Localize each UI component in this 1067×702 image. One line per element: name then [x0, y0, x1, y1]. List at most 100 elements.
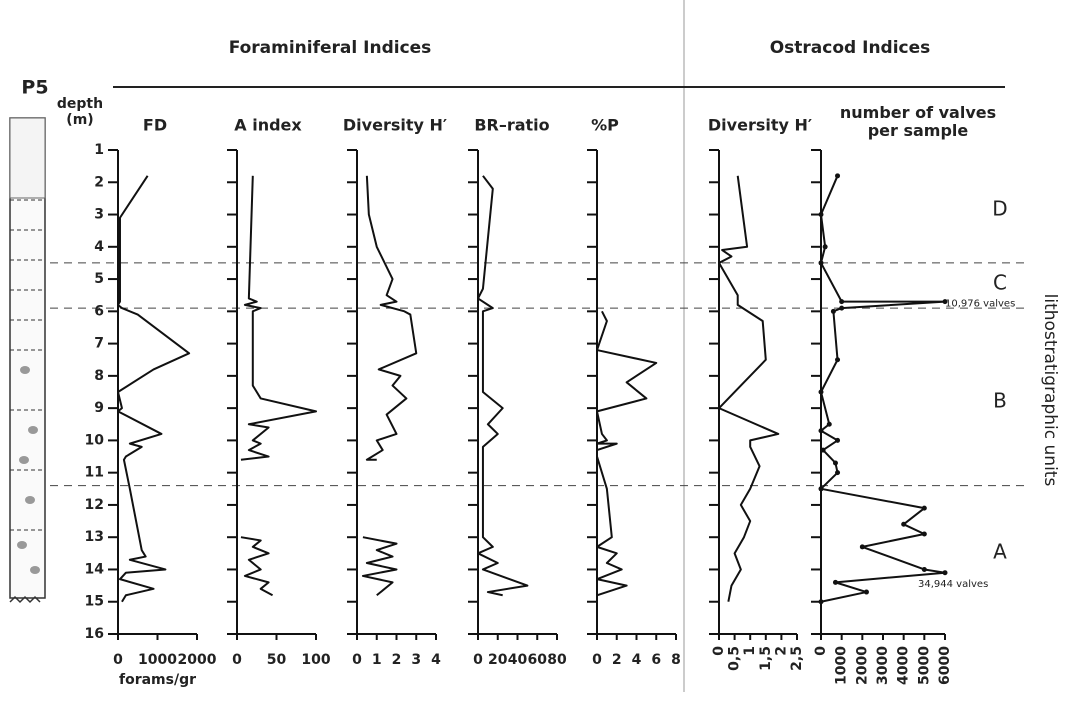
data-point: [818, 486, 824, 492]
y-tick-label: 15: [85, 594, 104, 610]
data-point: [818, 389, 824, 395]
y-tick-label: 7: [94, 336, 104, 352]
y-tick-label: 8: [94, 368, 104, 384]
x-tick-label: 1: [372, 652, 382, 668]
x-tick-label: 4: [632, 652, 642, 668]
y-tick-label: 6: [94, 303, 104, 319]
x-tick-label: 5000: [916, 646, 932, 685]
x-tick-label: 2: [392, 652, 402, 668]
x-tick-label: 0: [711, 646, 727, 656]
data-point: [818, 260, 824, 266]
data-point: [859, 544, 865, 550]
data-point: [921, 531, 927, 537]
y-tick-label: 12: [85, 497, 104, 513]
data-point: [820, 447, 826, 453]
data-point: [942, 570, 948, 576]
data-point: [921, 566, 927, 572]
panel-title: Diversity H′: [343, 116, 447, 135]
x-tick-label: 2,5: [789, 646, 805, 671]
x-tick-label: 100: [301, 652, 330, 668]
data-point: [818, 212, 824, 218]
y-tick-label: 4: [94, 239, 104, 255]
x-tick-label: 2000: [854, 646, 870, 685]
y-tick-label: 14: [85, 561, 105, 577]
x-tick-label: 1000: [138, 652, 177, 668]
data-point: [839, 299, 845, 305]
data-point: [832, 579, 838, 585]
unit-label: B: [993, 389, 1007, 413]
y-tick-label: 13: [85, 529, 104, 545]
x-tick-label: 0: [352, 652, 362, 668]
data-point: [863, 589, 869, 595]
x-tick-label: 0: [592, 652, 602, 668]
x-tick-label: 8: [671, 652, 681, 668]
data-point: [830, 308, 836, 314]
x-tick-label: 2: [773, 646, 789, 656]
x-tick-label: 3000: [875, 646, 891, 685]
x-tick-label: 0: [813, 646, 829, 656]
data-point: [826, 421, 832, 427]
x-axis-label: forams/gr: [119, 672, 196, 688]
x-tick-label: 3: [411, 652, 421, 668]
y-axis-label: depth (m): [56, 96, 104, 129]
panel-title: BR–ratio: [474, 116, 549, 135]
x-tick-label: 0: [113, 652, 123, 668]
x-tick-label: 1000: [834, 646, 850, 685]
x-tick-label: 40: [508, 652, 528, 668]
x-tick-label: 0,5: [727, 646, 743, 671]
y-tick-label: 5: [94, 271, 104, 287]
x-tick-label: 60: [528, 652, 548, 668]
data-point: [901, 521, 907, 527]
data-point: [839, 305, 845, 311]
data-point: [822, 244, 828, 250]
x-tick-label: 4000: [896, 646, 912, 685]
x-tick-label: 2000: [178, 652, 217, 668]
data-point: [832, 460, 838, 466]
y-tick-label: 3: [94, 207, 104, 223]
data-line: [117, 175, 191, 603]
group-title: Foraminiferal Indices: [229, 38, 432, 58]
annotation: 34,944 valves: [918, 579, 988, 590]
units-label: lithostratigraphic units: [1040, 294, 1060, 487]
x-tick-label: 6000: [937, 646, 953, 685]
y-tick-label: 11: [85, 465, 104, 481]
x-tick-label: 1,5: [758, 646, 774, 671]
data-point: [835, 470, 841, 476]
data-line: [820, 175, 946, 603]
x-tick-label: 80: [547, 652, 567, 668]
y-tick-label: 16: [85, 626, 104, 642]
group-title: Ostracod Indices: [770, 38, 931, 58]
data-point: [835, 357, 841, 363]
panel-title: %P: [591, 116, 619, 135]
unit-label: C: [993, 271, 1007, 295]
data-point: [818, 428, 824, 434]
data-point: [818, 599, 824, 605]
data-line: [477, 175, 529, 597]
unit-label: D: [992, 197, 1007, 221]
x-tick-label: 2: [612, 652, 622, 668]
data-line: [596, 310, 658, 597]
data-point: [835, 437, 841, 443]
x-tick-label: 1: [742, 646, 758, 656]
lithology-column: [9, 117, 46, 604]
y-tick-label: 1: [94, 142, 104, 158]
x-tick-label: 0: [473, 652, 483, 668]
data-line: [240, 175, 317, 597]
panel-title: number of valves per sample: [839, 103, 997, 141]
core-name: P5: [21, 77, 48, 99]
unit-label: A: [993, 540, 1007, 564]
x-tick-label: 20: [488, 652, 508, 668]
panel-title: Diversity H′: [708, 116, 812, 135]
x-tick-label: 50: [267, 652, 287, 668]
data-point: [835, 173, 841, 179]
x-tick-label: 6: [651, 652, 661, 668]
annotation: 10,976 valves: [945, 298, 1015, 309]
data-line: [718, 175, 780, 602]
y-tick-label: 9: [94, 400, 104, 416]
data-point: [921, 505, 927, 511]
data-line: [361, 175, 418, 597]
y-tick-label: 2: [94, 174, 104, 190]
data-point: [942, 299, 948, 305]
